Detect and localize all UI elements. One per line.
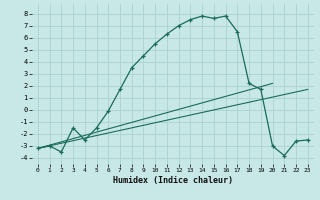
X-axis label: Humidex (Indice chaleur): Humidex (Indice chaleur) (113, 176, 233, 185)
